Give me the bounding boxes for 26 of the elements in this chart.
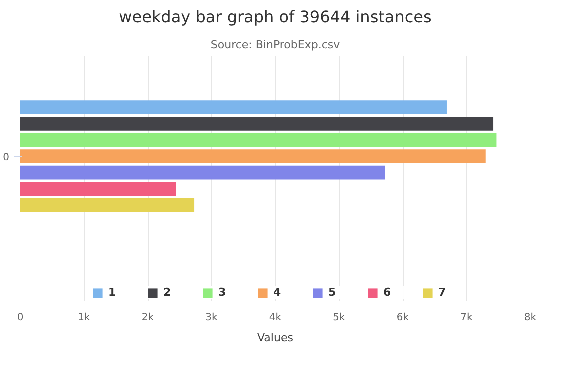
bar: [20, 116, 494, 131]
x-tick-label: 7k: [460, 312, 474, 324]
x-axis-title: Values: [258, 332, 294, 344]
legend-label: 3: [218, 286, 228, 299]
chart-title: weekday bar graph of 39644 instances: [119, 8, 432, 26]
bar: [20, 182, 176, 196]
x-tick-label: 2k: [142, 312, 154, 324]
bar: [20, 166, 386, 180]
bar: [20, 198, 195, 212]
bar: [20, 133, 497, 148]
x-tick-label: 3k: [206, 312, 218, 324]
bar: [20, 100, 447, 115]
x-tick-label: 8k: [524, 312, 537, 324]
chart-subtitle: Source: BinProbExp.csv: [210, 38, 341, 52]
x-tick-label: 0: [17, 312, 24, 324]
x-tick-label: 1k: [78, 312, 91, 324]
legend-label: 2: [164, 286, 172, 299]
legend-label: 1: [108, 286, 118, 299]
bar: [20, 150, 486, 164]
x-tick-label: 6k: [396, 312, 410, 324]
legend-label: 6: [384, 286, 392, 299]
legend-label: 7: [438, 286, 448, 299]
legend-label: 5: [328, 286, 338, 299]
x-tick-label: 4k: [269, 312, 282, 324]
legend-label: 4: [274, 286, 282, 299]
x-tick-label: 5k: [333, 312, 346, 324]
